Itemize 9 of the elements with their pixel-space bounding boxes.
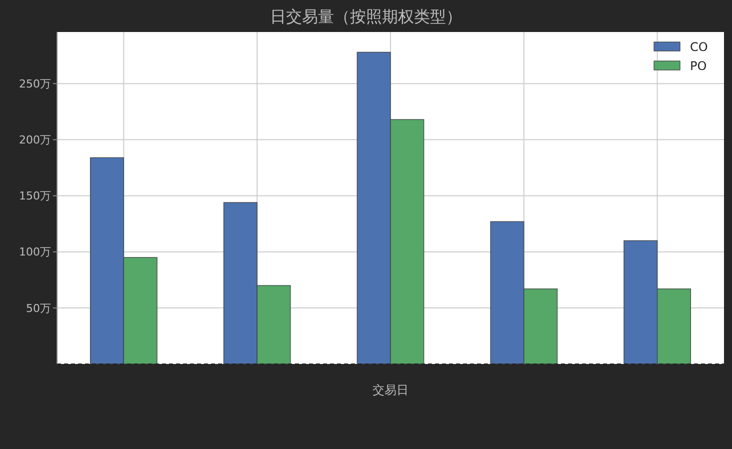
y-tick-label: 50万: [26, 302, 51, 315]
y-tick-label: 200万: [19, 134, 51, 147]
x-axis-title: 交易日: [372, 383, 408, 397]
legend-label: CO: [690, 40, 708, 54]
y-tick-label: 100万: [19, 246, 51, 259]
y-tick-label: 250万: [19, 77, 51, 90]
chart-title: 日交易量（按照期权类型）: [270, 7, 462, 26]
y-tick-label: 150万: [19, 190, 51, 203]
legend-label: PO: [690, 59, 707, 74]
